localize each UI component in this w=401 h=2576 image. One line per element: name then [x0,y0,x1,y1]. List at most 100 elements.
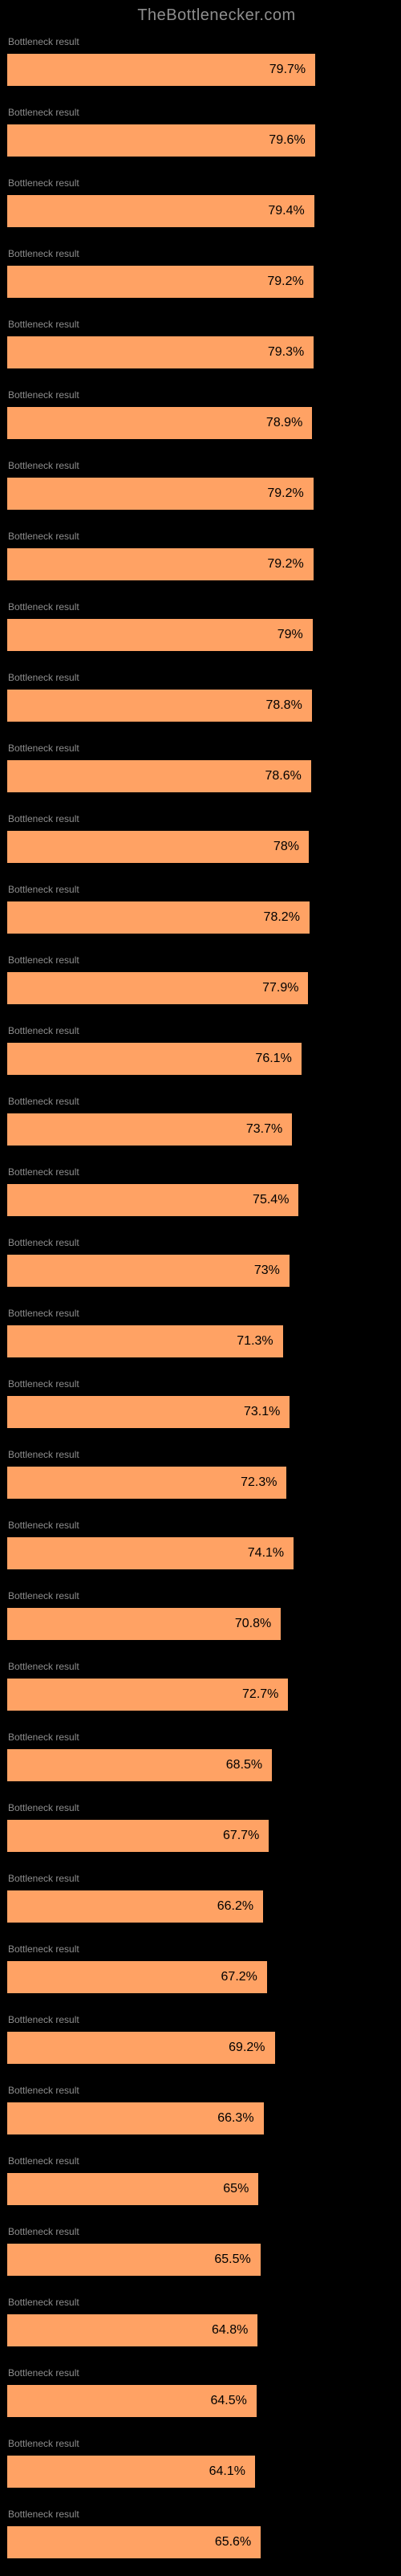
bar-track: 72.3% [7,1467,394,1499]
chart-row: Bottleneck result 71.3% [0,1304,401,1375]
row-label: Bottleneck result [8,177,79,189]
row-label: Bottleneck result [8,1590,79,1601]
row-label: Bottleneck result [8,1308,79,1319]
bar: 67.2% [7,1961,267,1993]
row-label: Bottleneck result [8,672,79,683]
bar-track: 66.3% [7,2102,394,2134]
chart-row: Bottleneck result78% [0,810,401,881]
bar: 79.7% [7,54,315,86]
bar: 78.6% [7,760,311,792]
bar-value: 68.5% [226,1758,262,1772]
chart-row: Bottleneck result77.9% [0,951,401,1022]
bar-value: 71.3% [237,1334,273,1349]
chart-row: Bottleneck result 79.2% [0,457,401,527]
bar-value: 79.3% [268,345,304,360]
bar-track: 67.7% [7,1820,394,1852]
bar-value: 79.6% [269,133,305,148]
row-label: Bottleneck result [8,1166,79,1178]
bar-value: 79.2% [267,557,303,572]
chart-row: Bottleneck result 79.7% [0,33,401,104]
bar: 79% [7,619,313,651]
row-label: Bottleneck result [8,1449,79,1460]
row-label: Bottleneck result [8,601,79,612]
row-label: Bottleneck result [8,1873,79,1884]
bar-value: 73% [254,1264,280,1278]
chart-row: Bottleneck result 78.8% [0,669,401,739]
row-label: Bottleneck result [8,460,79,471]
bar: 78.8% [7,690,312,722]
bar-value: 72.3% [241,1475,277,1490]
bar: 79.6% [7,124,315,157]
bar-track: 67.2% [7,1961,394,1993]
bar-value: 70.8% [235,1617,271,1631]
bar-value: 66.2% [217,1899,253,1914]
row-label: Bottleneck result [8,1661,79,1672]
bar-value: 69.2% [229,2041,265,2055]
bar-value: 76.1% [255,1052,291,1066]
row-label: Bottleneck result [8,248,79,259]
chart-row: Bottleneck result 75.4% [0,1163,401,1234]
bar-value: 79.7% [269,63,306,77]
bar-track: 68.5% [7,1749,394,1781]
bar-track: 70.8% [7,1608,394,1640]
row-label: Bottleneck result [8,2438,79,2449]
bar-track: 79.7% [7,54,394,86]
bar: 68.5% [7,1749,272,1781]
chart-row: Bottleneck result79.3% [0,315,401,386]
bar-value: 65% [223,2182,249,2196]
bar-value: 72.7% [242,1687,278,1702]
bar-value: 74.1% [248,1546,284,1561]
bar: 72.7% [7,1679,288,1711]
bar-track: 76.1% [7,1043,394,1075]
bar-value: 79.4% [268,204,304,218]
row-label: Bottleneck result [8,1378,79,1390]
chart-row: Bottleneck result 79.4% [0,174,401,245]
row-label: Bottleneck result [8,1096,79,1107]
bar: 64.1% [7,2456,255,2488]
chart-row: Bottleneck result 78.2% [0,881,401,951]
bar: 76.1% [7,1043,302,1075]
bar-value: 73.7% [246,1122,282,1137]
row-label: Bottleneck result [8,2367,79,2379]
bar-track: 78.8% [7,690,394,722]
bar-value: 79.2% [267,486,303,501]
bar-value: 79.2% [267,275,303,289]
row-label: Bottleneck result [8,1237,79,1248]
bar-track: 79.6% [7,124,394,157]
row-label: Bottleneck result [8,2509,79,2520]
bar-track: 69.2% [7,2032,394,2064]
chart-row: Bottleneck result67.2% [0,1940,401,2011]
chart-row: Bottleneck result 79.2% [0,245,401,315]
bar-value: 78.6% [265,769,301,783]
row-label: Bottleneck result [8,1732,79,1743]
bar-value: 78.8% [265,698,302,713]
row-label: Bottleneck result [8,1802,79,1813]
bar: 69.2% [7,2032,275,2064]
bar: 77.9% [7,972,308,1004]
row-label: Bottleneck result [8,2014,79,2025]
chart-row: Bottleneck result 68.5% [0,1728,401,1799]
bar-value: 64.5% [211,2394,247,2408]
chart-row: Bottleneck result66.3% [0,2082,401,2152]
bar-value: 78% [273,840,299,854]
bar: 65% [7,2173,258,2205]
bar-track: 79% [7,619,394,651]
row-label: Bottleneck result [8,884,79,895]
bar-value: 66.3% [217,2111,253,2126]
bar-value: 77.9% [262,981,298,995]
bar-track: 66.2% [7,1890,394,1923]
bar-track: 74.1% [7,1537,394,1569]
bar-track: 78.9% [7,407,394,439]
bar-track: 75.4% [7,1184,394,1216]
bar-value: 65.6% [215,2535,251,2550]
bar-track: 78.2% [7,901,394,934]
bar: 73.1% [7,1396,290,1428]
bar-track: 77.9% [7,972,394,1004]
bar: 70.8% [7,1608,281,1640]
bar: 67.7% [7,1820,269,1852]
bar-value: 64.1% [209,2464,245,2479]
chart-row: Bottleneck result 73% [0,1234,401,1304]
row-label: Bottleneck result [8,36,79,47]
row-label: Bottleneck result [8,2226,79,2237]
bar-track: 79.2% [7,266,394,298]
